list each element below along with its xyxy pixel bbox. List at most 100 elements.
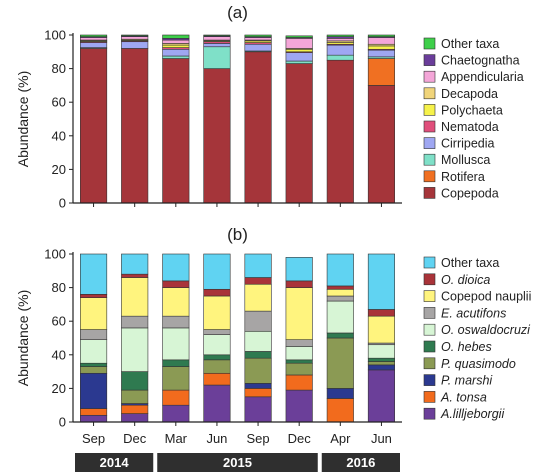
bar-segment <box>367 58 395 86</box>
bar-segment <box>203 288 231 297</box>
bar-segment <box>367 49 395 58</box>
bar-segment <box>162 327 190 361</box>
bar-segment <box>162 58 190 204</box>
legend-label: O. oswaldocruzi <box>441 323 531 337</box>
stacked-bar <box>162 34 190 204</box>
stacked-bar <box>326 253 354 423</box>
bar-segment <box>162 404 190 423</box>
bar-segment <box>121 389 149 404</box>
bar-segment <box>367 45 395 50</box>
y-axis-title: Abundance (%) <box>15 290 31 387</box>
bar-segment <box>285 60 313 64</box>
bar-segment <box>326 59 354 204</box>
bar-segment <box>80 294 108 298</box>
bar-segment <box>326 300 354 334</box>
x-tick-label: Dec <box>288 431 312 446</box>
bar-segment <box>244 388 272 398</box>
legend-label: P. marshi <box>441 374 493 388</box>
stacked-bar <box>80 34 108 204</box>
bar-segment <box>367 315 395 344</box>
bar-segment <box>285 287 313 340</box>
x-tick-label: Mar <box>165 431 188 446</box>
bar-segment <box>367 369 395 423</box>
legend-swatch <box>423 187 436 199</box>
panel-label: (b) <box>227 225 248 244</box>
legend-label: Decapoda <box>441 87 498 101</box>
stacked-bar <box>367 253 395 423</box>
legend-label: E. acutifons <box>441 306 506 320</box>
y-tick-label: 0 <box>59 196 66 211</box>
y-tick-label: 100 <box>44 28 66 43</box>
legend-swatch <box>423 323 436 336</box>
y-tick-label: 0 <box>59 415 66 430</box>
legend-swatch <box>423 391 436 403</box>
y-tick-label: 80 <box>52 280 66 295</box>
bar-segment <box>121 413 149 423</box>
legend-swatch <box>423 104 436 116</box>
legend-label: Nematoda <box>441 120 499 134</box>
y-tick-label: 20 <box>52 162 66 177</box>
bar-segment <box>326 38 354 42</box>
bar-segment <box>244 396 272 423</box>
bar-segment <box>121 253 149 275</box>
bar-segment <box>244 283 272 312</box>
legend-label: Copepoda <box>441 186 499 200</box>
stacked-bar <box>367 34 395 204</box>
x-tick-label: Jun <box>206 431 227 446</box>
legend-label: A. tonsa <box>440 390 487 404</box>
bar-segment <box>244 330 272 352</box>
bar-segment <box>80 42 108 48</box>
legend-swatch <box>423 87 436 100</box>
stacked-bar <box>162 253 190 423</box>
year-bar <box>75 453 154 472</box>
bar-segment <box>367 253 395 310</box>
stacked-bar <box>80 253 108 423</box>
bar-segment <box>80 408 108 416</box>
legend-label: A.lilljeborgii <box>440 407 505 421</box>
legend-label: Cirripedia <box>441 137 495 151</box>
legend-swatch <box>423 153 436 166</box>
bar-segment <box>285 257 313 282</box>
bar-segment <box>80 48 108 204</box>
legend-swatch <box>423 120 436 133</box>
bar-segment <box>367 344 395 359</box>
bar-segment <box>285 38 313 49</box>
bar-segment <box>80 362 108 367</box>
year-bar <box>321 453 400 472</box>
bar-segment <box>121 48 149 204</box>
y-tick-label: 100 <box>44 247 66 262</box>
bar-segment <box>121 315 149 329</box>
y-tick-label: 80 <box>52 61 66 76</box>
legend-swatch <box>423 256 436 269</box>
bar-segment <box>203 34 231 37</box>
bar-segment <box>162 39 190 44</box>
bar-segment <box>203 334 231 356</box>
legend-swatch <box>423 374 436 386</box>
bar-segment <box>203 372 231 386</box>
bar-segment <box>285 339 313 347</box>
y-tick-label: 60 <box>52 314 66 329</box>
bar-segment <box>203 253 231 290</box>
bar-segment <box>326 253 354 287</box>
x-tick-label: Apr <box>330 431 351 446</box>
bar-segment <box>367 361 395 366</box>
legend-label: Appendicularia <box>441 70 524 84</box>
bar-segment <box>162 253 190 282</box>
bar-segment <box>244 351 272 359</box>
legend-label: Copepod nauplii <box>441 290 531 304</box>
bar-segment <box>244 34 272 37</box>
bar-segment <box>121 327 149 372</box>
bar-segment <box>203 384 231 423</box>
bar-segment <box>367 364 395 371</box>
bar-segment <box>244 253 272 278</box>
legend-label: Polychaeta <box>441 103 503 117</box>
bar-segment <box>121 371 149 391</box>
legend-label: O. dioica <box>441 273 490 287</box>
year-bars: 2014 2015 2016 <box>75 453 400 472</box>
bar-segment <box>326 44 354 56</box>
bar-segment <box>367 34 395 37</box>
bar-segment <box>285 389 313 423</box>
stacked-bar <box>121 34 149 204</box>
bar-segment <box>80 37 108 41</box>
